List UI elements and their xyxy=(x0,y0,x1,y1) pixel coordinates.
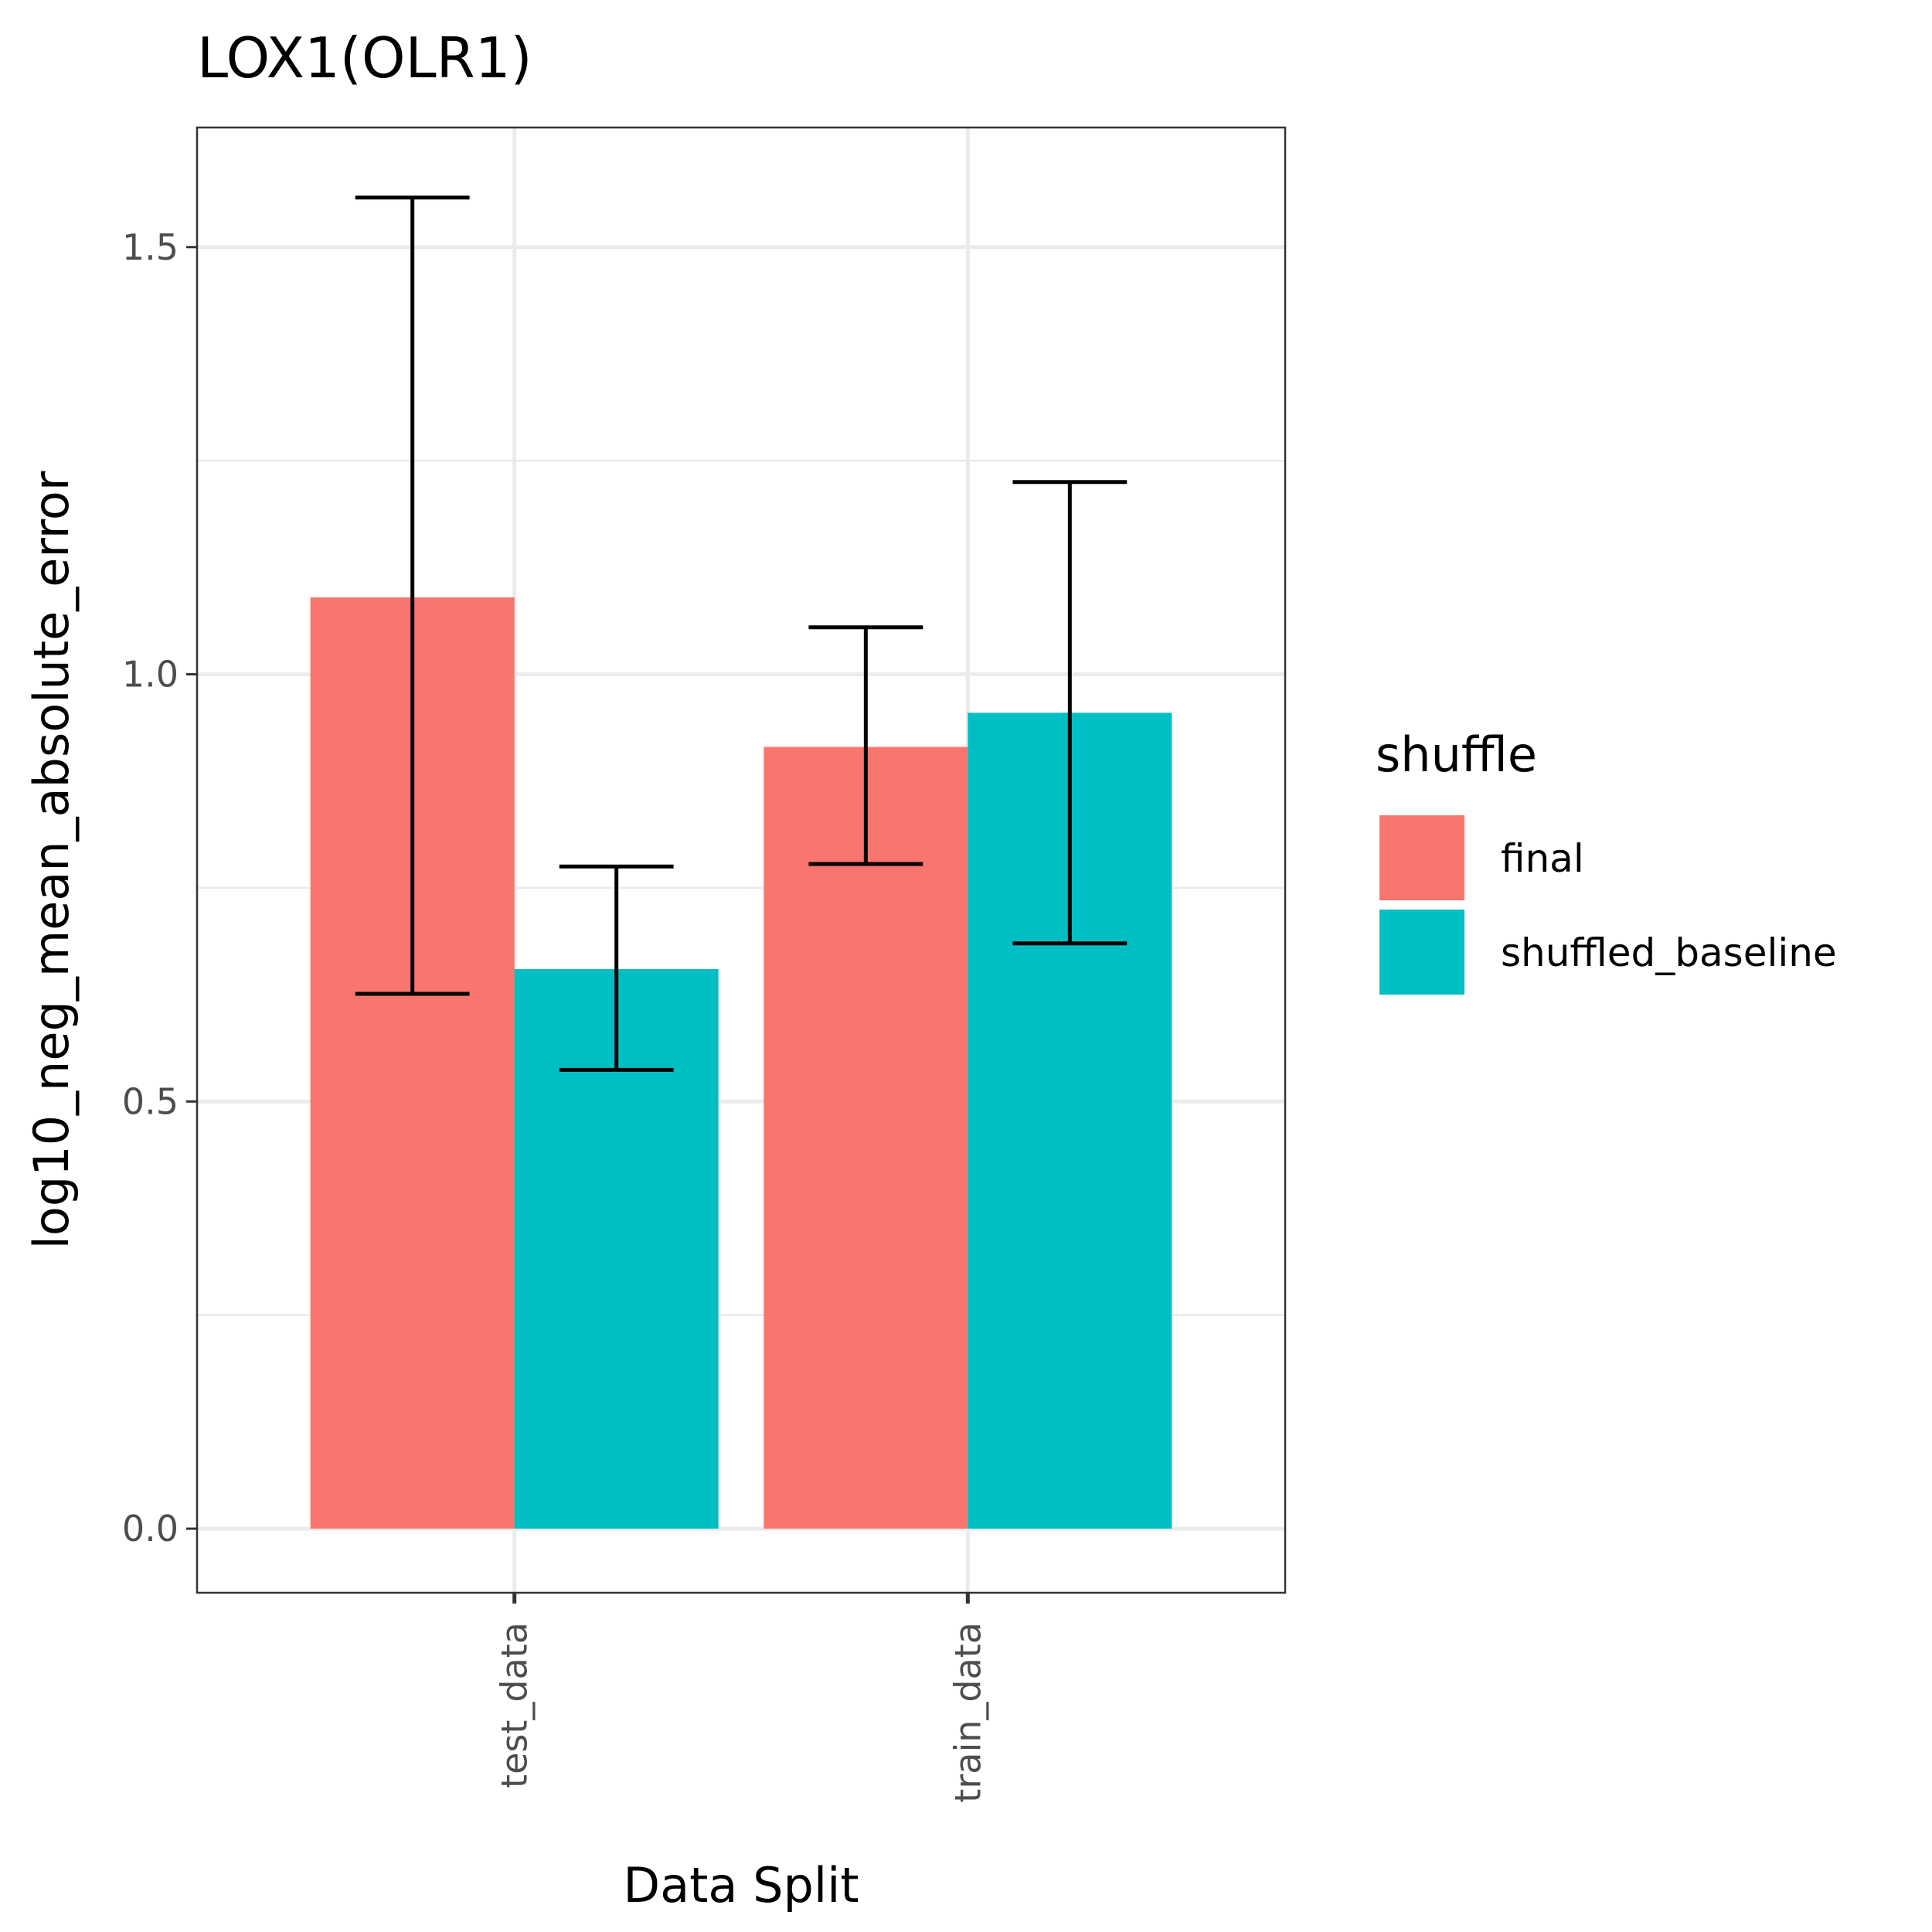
bar-final-train_data xyxy=(764,747,968,1529)
chart-title: LOX1(OLR1) xyxy=(197,26,532,90)
y-tick-label: 0.0 xyxy=(122,1508,179,1549)
y-axis: 0.0 0.5 1.0 1.5 xyxy=(122,226,197,1549)
y-tick-label: 0.5 xyxy=(122,1080,179,1122)
legend: shuffle final shuffled_baseline xyxy=(1376,726,1837,995)
legend-label-shuffled_baseline: shuffled_baseline xyxy=(1501,930,1837,975)
plot-panel-border xyxy=(196,126,1287,1594)
y-tick-label: 1.5 xyxy=(122,226,179,268)
y-axis-title: log10_neg_mean_absolute_error xyxy=(23,471,80,1249)
legend-swatch-final xyxy=(1379,815,1464,900)
legend-title: shuffle xyxy=(1376,726,1537,783)
x-axis-title: Data Split xyxy=(623,1857,859,1913)
bars xyxy=(310,597,1172,1529)
legend-swatch-shuffled_baseline xyxy=(1379,910,1464,995)
y-tick-label: 1.0 xyxy=(122,654,179,696)
x-axis: test_data train_data xyxy=(494,1593,988,1803)
x-tick-label: train_data xyxy=(947,1622,988,1803)
legend-label-final: final xyxy=(1501,836,1584,881)
x-tick-label: test_data xyxy=(494,1622,536,1788)
error-bars xyxy=(355,196,1128,1072)
